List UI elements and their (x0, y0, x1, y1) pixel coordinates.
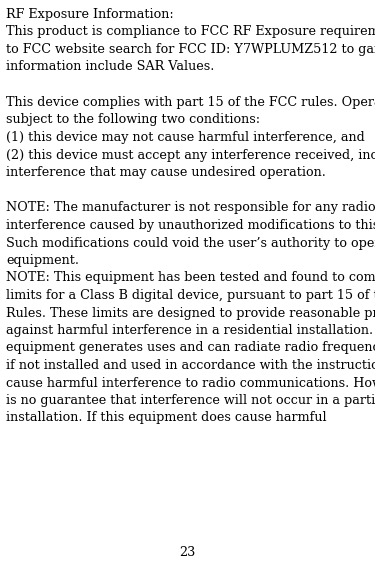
Text: if not installed and used in accordance with the instructions, may: if not installed and used in accordance … (6, 359, 375, 372)
Text: against harmful interference in a residential installation. This: against harmful interference in a reside… (6, 324, 375, 337)
Text: (1) this device may not cause harmful interference, and: (1) this device may not cause harmful in… (6, 131, 365, 144)
Text: RF Exposure Information:: RF Exposure Information: (6, 8, 174, 21)
Text: is no guarantee that interference will not occur in a particular: is no guarantee that interference will n… (6, 394, 375, 407)
Text: equipment.: equipment. (6, 254, 79, 267)
Text: information include SAR Values.: information include SAR Values. (6, 61, 214, 74)
Text: (2) this device must accept any interference received, including: (2) this device must accept any interfer… (6, 149, 375, 162)
Text: This product is compliance to FCC RF Exposure requirements and refer: This product is compliance to FCC RF Exp… (6, 26, 375, 39)
Text: This device complies with part 15 of the FCC rules. Operation is: This device complies with part 15 of the… (6, 96, 375, 109)
Text: equipment generates uses and can radiate radio frequency energy and,: equipment generates uses and can radiate… (6, 341, 375, 354)
Text: limits for a Class B digital device, pursuant to part 15 of the FCC: limits for a Class B digital device, pur… (6, 289, 375, 302)
Text: NOTE: The manufacturer is not responsible for any radio or TV: NOTE: The manufacturer is not responsibl… (6, 201, 375, 214)
Text: Such modifications could void the user’s authority to operate the: Such modifications could void the user’s… (6, 236, 375, 249)
Text: interference that may cause undesired operation.: interference that may cause undesired op… (6, 166, 326, 179)
Text: interference caused by unauthorized modifications to this equipment.: interference caused by unauthorized modi… (6, 219, 375, 232)
Text: Rules. These limits are designed to provide reasonable protection: Rules. These limits are designed to prov… (6, 307, 375, 319)
Text: NOTE: This equipment has been tested and found to comply with the: NOTE: This equipment has been tested and… (6, 272, 375, 285)
Text: installation. If this equipment does cause harmful: installation. If this equipment does cau… (6, 412, 327, 425)
Text: cause harmful interference to radio communications. However, there: cause harmful interference to radio comm… (6, 376, 375, 390)
Text: 23: 23 (179, 546, 196, 559)
Text: subject to the following two conditions:: subject to the following two conditions: (6, 113, 260, 126)
Text: to FCC website search for FCC ID: Y7WPLUMZ512 to gain further: to FCC website search for FCC ID: Y7WPLU… (6, 43, 375, 56)
